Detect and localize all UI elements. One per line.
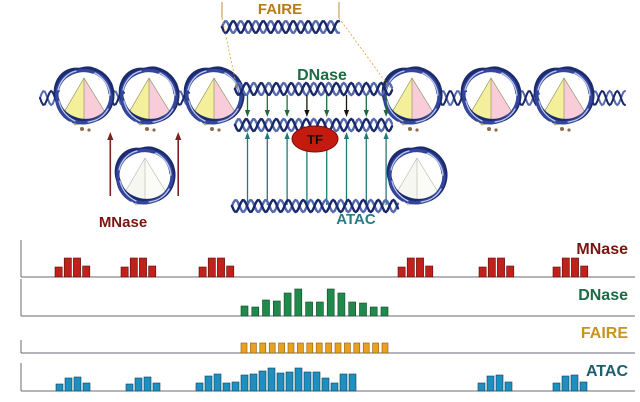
svg-text:FAIRE: FAIRE — [258, 1, 302, 18]
svg-text:FAIRE: FAIRE — [581, 325, 628, 342]
svg-text:DNase: DNase — [578, 287, 628, 304]
svg-text:MNase: MNase — [99, 214, 147, 231]
svg-text:ATAC: ATAC — [336, 211, 376, 228]
svg-text:ATAC: ATAC — [586, 363, 629, 380]
svg-text:MNase: MNase — [576, 241, 628, 258]
svg-text:DNase: DNase — [297, 67, 347, 84]
svg-text:TF: TF — [307, 132, 323, 147]
